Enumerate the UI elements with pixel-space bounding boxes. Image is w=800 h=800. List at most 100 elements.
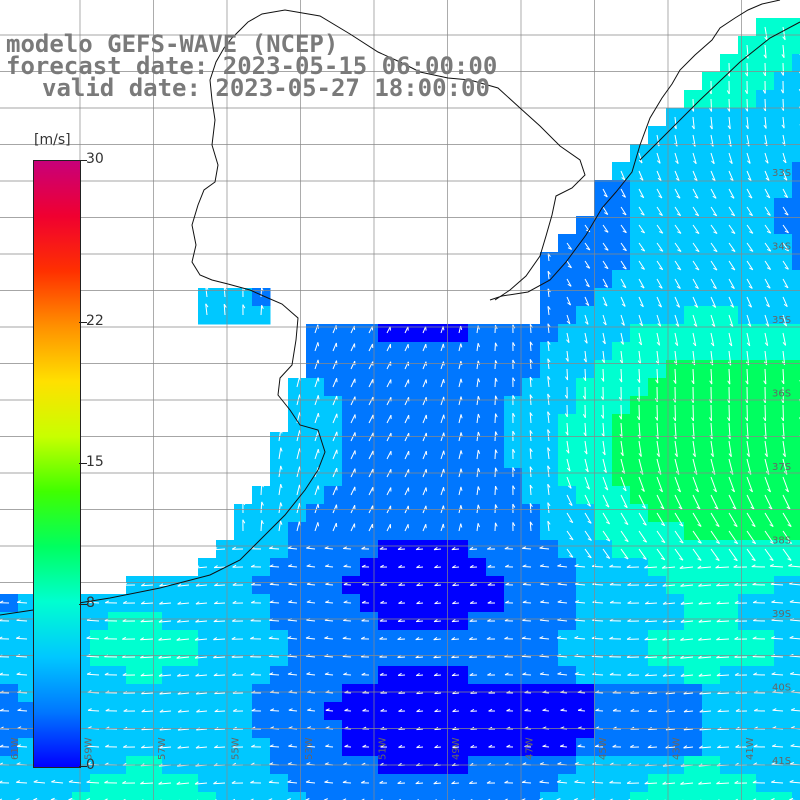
ocean-cell [432, 468, 451, 487]
wind-arrow [728, 224, 736, 234]
wind-arrow-head [574, 762, 579, 765]
ocean-cell [378, 432, 397, 451]
wind-arrow [566, 332, 570, 343]
wind-arrow-head [362, 744, 367, 748]
ocean-cell [414, 738, 433, 757]
wind-arrow-head [644, 673, 649, 677]
ocean-cell [684, 630, 703, 649]
ocean-cell [792, 54, 800, 73]
wind-arrow-head [782, 36, 786, 41]
ocean-cell [252, 306, 271, 325]
ocean-cell [306, 630, 325, 649]
wind-arrow [710, 476, 717, 493]
wind-arrow-head [361, 780, 366, 784]
wind-arrow-head [782, 159, 787, 164]
ocean-cell [594, 666, 613, 685]
colorbar-unit: [m/s] [34, 132, 71, 148]
wind-arrow [451, 548, 460, 551]
ocean-cell [180, 774, 199, 793]
longitude-labels: 61W 59W 57W 55W 53W 51W 49W 47W 45W 43W 41W [10, 737, 756, 760]
wind-arrow-head [662, 673, 667, 677]
ocean-cell [126, 612, 145, 631]
wind-arrow [710, 548, 720, 561]
wind-arrow [602, 350, 605, 363]
wind-arrow-head [380, 582, 385, 586]
wind-arrow-head [460, 523, 463, 528]
wind-arrow [574, 565, 586, 568]
ocean-cell [432, 666, 451, 685]
wind-arrow [269, 565, 280, 568]
ocean-cell [702, 720, 721, 739]
wind-arrow [566, 530, 574, 541]
wind-arrow [158, 782, 172, 785]
ocean-cell [414, 666, 433, 685]
wind-arrow-head [416, 582, 421, 587]
wind-arrow [620, 170, 626, 181]
wind-arrow-head [317, 342, 320, 347]
wind-arrow-head [288, 600, 293, 603]
wind-arrow-head [763, 380, 767, 385]
ocean-cell [432, 396, 451, 415]
ocean-cell [126, 630, 145, 649]
wind-arrow [771, 673, 784, 676]
wind-arrow [306, 565, 316, 568]
ocean-cell [306, 594, 325, 613]
ocean-cell [0, 774, 19, 793]
ocean-cell [486, 396, 505, 415]
wind-arrow [680, 674, 694, 677]
ocean-cell [288, 648, 307, 667]
latitude-label: 38S [772, 536, 791, 547]
wind-arrow [674, 548, 684, 561]
wind-arrow-head [772, 726, 777, 729]
wind-arrow [556, 655, 568, 658]
ocean-cell [342, 414, 361, 433]
wind-arrow-head [659, 488, 663, 493]
wind-arrow-head [87, 726, 92, 729]
wind-arrow [789, 601, 800, 604]
wind-arrow-head [205, 285, 209, 290]
ocean-cell [342, 360, 361, 379]
wind-arrow [692, 530, 702, 544]
ocean-cell [180, 684, 199, 703]
wind-arrow-head [713, 267, 718, 271]
wind-arrow [699, 728, 712, 731]
wind-arrow-head [692, 342, 697, 347]
ocean-cell [648, 792, 667, 800]
wind-arrow-head [205, 303, 209, 308]
wind-arrow [278, 502, 282, 514]
wind-arrow [416, 548, 424, 551]
ocean-cell [774, 702, 793, 721]
wind-arrow-head [158, 637, 163, 641]
ocean-cell [432, 792, 451, 800]
wind-arrow [325, 583, 334, 586]
ocean-cell [378, 738, 397, 757]
ocean-cell [558, 720, 577, 739]
wind-arrow-head [416, 600, 421, 605]
wind-arrow-head [751, 524, 756, 528]
ocean-cell [792, 252, 800, 271]
wind-arrow [692, 170, 698, 182]
ocean-cell [252, 522, 271, 541]
colorbar-tick [79, 463, 87, 464]
wind-arrow [728, 278, 735, 289]
ocean-cell [594, 774, 613, 793]
wind-arrow [529, 466, 532, 478]
ocean-cell [234, 594, 253, 613]
wind-arrow [51, 781, 64, 784]
wind-arrow-head [176, 673, 181, 677]
wind-arrow-head [477, 343, 480, 348]
wind-arrow [746, 116, 749, 129]
wind-arrow-head [713, 249, 718, 253]
wind-arrow-head [765, 304, 770, 308]
wind-arrow [692, 152, 697, 164]
ocean-cell [324, 468, 343, 487]
ocean-cell [90, 702, 109, 721]
ocean-cell [252, 504, 271, 523]
ocean-cell [306, 324, 325, 343]
ocean-cell [252, 612, 271, 631]
wind-arrow-head [280, 520, 283, 525]
wind-arrow-head [512, 395, 516, 400]
wind-arrow [458, 486, 462, 496]
wind-arrow-head [709, 125, 713, 130]
